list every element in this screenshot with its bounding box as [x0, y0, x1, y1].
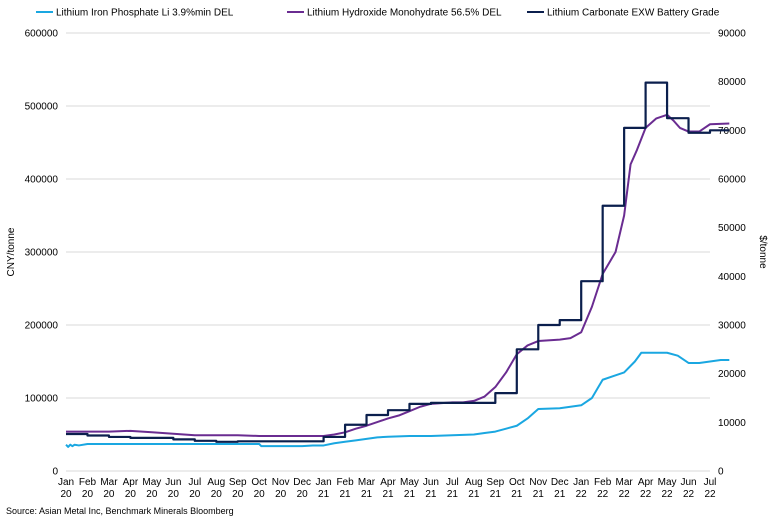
y-tick-label-right: 50000: [718, 223, 746, 234]
right-axis: 0 10000 20000 30000 40000 50000 60000 70000 8000…: [718, 29, 746, 478]
y-tick-label-left: 600000: [25, 29, 59, 40]
y-tick-label-left: 300000: [25, 248, 59, 259]
x-tick-label-year: 22: [597, 489, 609, 500]
x-tick-label-year: 20: [297, 489, 309, 500]
x-tick-label-year: 21: [447, 489, 459, 500]
x-tick-label-month: Dec: [293, 477, 311, 488]
x-tick-label-month: Jun: [680, 477, 696, 488]
x-tick-label-year: 22: [619, 489, 631, 500]
y-tick-label-right: 70000: [718, 126, 746, 137]
x-tick-label-year: 21: [490, 489, 502, 500]
y-tick-label-left: 400000: [25, 175, 59, 186]
x-tick-label-year: 21: [404, 489, 416, 500]
x-tick-label-month: May: [658, 477, 677, 488]
y-tick-label-right: 90000: [718, 29, 746, 40]
legend-label: Lithium Carbonate EXW Battery Grade: [547, 8, 720, 19]
x-tick-label-year: 20: [254, 489, 266, 500]
legend-label: Lithium Hydroxide Monohydrate 56.5% DEL: [307, 8, 502, 19]
legend-label: Lithium Iron Phosphate Li 3.9%min DEL: [56, 8, 234, 19]
x-tick-label-year: 20: [125, 489, 137, 500]
x-tick-label-month: Apr: [380, 477, 396, 488]
x-tick-label-month: Jun: [423, 477, 439, 488]
x-tick-label-month: Oct: [509, 477, 525, 488]
x-tick-label-year: 21: [468, 489, 480, 500]
y-tick-label-left: 100000: [25, 394, 59, 405]
x-tick-label-year: 21: [318, 489, 330, 500]
x-tick-label-year: 21: [361, 489, 373, 500]
x-tick-label-month: Feb: [594, 477, 612, 488]
x-tick-label-year: 21: [554, 489, 566, 500]
x-tick-label-month: May: [400, 477, 419, 488]
x-tick-label-month: Mar: [100, 477, 118, 488]
x-tick-label-year: 21: [382, 489, 394, 500]
y-tick-label-right: 0: [718, 467, 724, 478]
x-tick-label-year: 20: [232, 489, 244, 500]
y-tick-label-right: 30000: [718, 321, 746, 332]
x-tick-label-month: Feb: [336, 477, 354, 488]
x-tick-label-month: Oct: [251, 477, 267, 488]
x-tick-label-month: Apr: [638, 477, 654, 488]
x-tick-label-year: 22: [683, 489, 695, 500]
x-tick-label-year: 21: [511, 489, 523, 500]
x-tick-label-year: 22: [662, 489, 674, 500]
x-tick-label-month: Apr: [123, 477, 139, 488]
y-tick-label-right: 60000: [718, 175, 746, 186]
series-lines: [65, 81, 730, 448]
y-tick-label-left: 200000: [25, 321, 59, 332]
x-tick-label-year: 21: [425, 489, 437, 500]
x-tick-label-month: Feb: [79, 477, 97, 488]
x-tick-label-month: Nov: [529, 477, 547, 488]
x-tick-label-month: Jun: [165, 477, 181, 488]
x-tick-label-month: Dec: [551, 477, 569, 488]
x-tick-label-year: 21: [340, 489, 352, 500]
x-tick-label-month: Jul: [446, 477, 459, 488]
y-axis-title-right: $/tonne: [757, 235, 768, 269]
left-axis: 0 100000 200000 300000 400000 500000 600000: [25, 29, 59, 478]
x-tick-label-year: 20: [60, 489, 72, 500]
x-tick-label-year: 20: [146, 489, 158, 500]
x-tick-label-year: 22: [640, 489, 652, 500]
x-tick-label-year: 20: [211, 489, 223, 500]
y-tick-label-left: 0: [52, 467, 58, 478]
x-tick-label-month: May: [142, 477, 161, 488]
legend: Lithium Iron Phosphate Li 3.9%min DEL Lit…: [36, 8, 720, 19]
x-tick-label-year: 20: [168, 489, 180, 500]
y-tick-label-right: 10000: [718, 418, 746, 429]
x-tick-label-year: 22: [704, 489, 716, 500]
x-tick-label-year: 21: [533, 489, 545, 500]
x-tick-label-month: Sep: [229, 477, 247, 488]
y-tick-label-right: 20000: [718, 369, 746, 380]
series-line-3: [66, 81, 730, 443]
x-tick-label-month: Nov: [272, 477, 290, 488]
x-tick-label-month: Jan: [573, 477, 589, 488]
x-tick-label-year: 22: [576, 489, 588, 500]
x-tick-label-month: Aug: [207, 477, 225, 488]
y-tick-label-right: 40000: [718, 272, 746, 283]
x-tick-label-month: Sep: [486, 477, 504, 488]
x-tick-label-month: Mar: [616, 477, 634, 488]
series-line-2: [66, 113, 730, 437]
y-axis-title-left: CNY/tonne: [6, 227, 17, 276]
x-tick-label-month: Mar: [358, 477, 376, 488]
y-tick-label-right: 80000: [718, 77, 746, 88]
x-tick-label-month: Jul: [704, 477, 717, 488]
x-tick-label-month: Aug: [465, 477, 483, 488]
y-tick-label-left: 500000: [25, 102, 59, 113]
x-tick-label-year: 20: [275, 489, 287, 500]
x-axis: Jan20Feb20Mar20Apr20May20Jun20Jul20Aug20…: [58, 477, 716, 500]
gridlines: [66, 32, 710, 472]
series-line-1: [65, 351, 730, 448]
source-note: Source: Asian Metal Inc, Benchmark Miner…: [6, 506, 234, 516]
x-tick-label-year: 20: [189, 489, 201, 500]
x-tick-label-year: 20: [82, 489, 94, 500]
x-tick-label-year: 20: [103, 489, 115, 500]
x-tick-label-month: Jul: [188, 477, 201, 488]
x-tick-label-month: Jan: [58, 477, 74, 488]
x-tick-label-month: Jan: [316, 477, 332, 488]
